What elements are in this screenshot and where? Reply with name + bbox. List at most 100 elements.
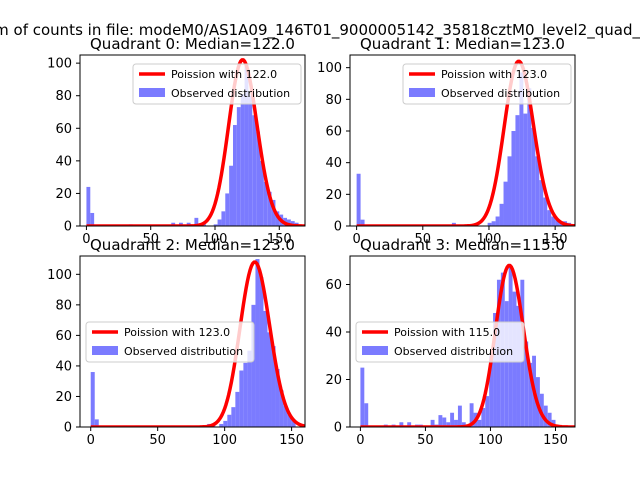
histogram-bar (555, 219, 560, 226)
legend-frame (402, 63, 572, 105)
histogram-bar (547, 210, 552, 226)
histogram-bar (481, 408, 486, 427)
legend-frame (85, 321, 255, 363)
legend-frame (355, 321, 525, 363)
histogram-bar (535, 156, 540, 226)
chart-panel-2: 0 50 100 150 0 20 40 60 80 100 Quadrant 2: Median=… (47, 236, 306, 448)
histogram-bar (255, 259, 260, 427)
x-tick-label: 50 (417, 433, 434, 448)
histogram-bar (236, 107, 241, 226)
x-tick-label: 50 (149, 433, 166, 448)
histogram-bar (477, 419, 482, 427)
histogram-bar (438, 415, 443, 427)
histogram-bar (516, 305, 521, 427)
x-tick-label: 100 (478, 433, 503, 448)
histogram-bar (450, 412, 455, 427)
axes-frame (349, 54, 576, 227)
histogram-bar (229, 165, 233, 226)
x-tick-label: 50 (415, 232, 432, 247)
histogram-bar (287, 219, 291, 226)
histogram-bar (515, 115, 520, 226)
histogram-bar (243, 362, 248, 427)
y-tick-label: 0 (334, 220, 342, 235)
histogram-bar (499, 203, 504, 226)
histogram-bar (543, 405, 548, 427)
histogram-bar (256, 131, 260, 226)
histogram-bar (551, 216, 556, 226)
y-tick-label: 60 (325, 278, 342, 293)
histogram-bar (364, 403, 369, 427)
y-tick-label: 40 (55, 359, 72, 374)
y-tick-label: 80 (55, 89, 72, 104)
histogram-bar (231, 407, 236, 427)
histogram-bar (259, 277, 264, 427)
histogram-bar (263, 310, 268, 427)
histogram-bar (485, 396, 490, 427)
legend-bar-swatch (409, 88, 435, 97)
histogram-bar (267, 332, 272, 427)
legend: Poission with 123.0 Observed distribution (85, 321, 255, 363)
chart-title: Quadrant 0: Median=122.0 (90, 35, 295, 53)
y-tick-label: 0 (64, 220, 72, 235)
histogram-bar (547, 412, 552, 427)
y-tick-label: 100 (47, 57, 72, 72)
y-tick-label: 20 (325, 373, 342, 388)
histogram-bar (263, 182, 268, 226)
histogram-bar (527, 88, 532, 226)
histogram-bar (240, 94, 245, 226)
histogram-bar (86, 186, 91, 226)
histogram-bar (446, 422, 451, 427)
histogram-bar (248, 95, 253, 226)
histogram-bar (94, 419, 99, 427)
legend-entry-bars: Observed distribution (171, 87, 290, 100)
histogram-bar (360, 219, 365, 226)
histogram-bar (487, 222, 492, 226)
x-tick-label: 0 (352, 232, 360, 247)
y-tick-label: 20 (55, 390, 72, 405)
histogram-bar (495, 216, 500, 226)
histogram-bar (503, 181, 508, 226)
histogram-bar (489, 355, 494, 427)
y-tick-label: 40 (325, 156, 342, 171)
legend-bar-swatch (362, 346, 388, 355)
x-tick-label: 150 (543, 232, 568, 247)
histogram-bar (213, 224, 218, 226)
y-tick-label: 60 (55, 329, 72, 344)
histogram-bar (528, 362, 533, 427)
histogram-bar (233, 125, 237, 226)
histogram-bar (90, 212, 95, 226)
legend: Poission with 115.0 Observed distribution (355, 321, 525, 363)
x-tick-label: 0 (87, 433, 95, 448)
x-tick-label: 100 (203, 232, 228, 247)
histogram-bar (275, 368, 280, 427)
y-tick-label: 100 (317, 61, 342, 76)
histogram-bar (283, 405, 288, 427)
histogram-bar (271, 346, 276, 427)
histogram-bar (267, 191, 272, 226)
histogram-bar (287, 414, 292, 427)
histogram-bar (194, 217, 199, 226)
histogram-bar (461, 422, 466, 427)
histogram-bar (239, 370, 244, 427)
histogram-bar (247, 350, 252, 427)
histogram-bar (356, 173, 361, 226)
histogram-bar (291, 419, 296, 427)
histogram-bar (290, 221, 295, 226)
axes-frame (79, 255, 306, 428)
histogram-bar (519, 72, 524, 226)
legend-entry-curve: Poission with 115.0 (394, 326, 500, 339)
legend-entry-curve: Poission with 123.0 (124, 326, 230, 339)
legend: Poission with 123.0 Observed distribution (402, 63, 572, 105)
x-tick-label: 100 (212, 433, 237, 448)
histogram-bar (523, 113, 528, 226)
histogram-bar (360, 367, 365, 427)
histogram-bar (244, 64, 249, 226)
legend-bar-swatch (139, 88, 165, 97)
chart-title: Quadrant 1: Median=123.0 (360, 35, 565, 53)
axes-frame (349, 255, 576, 428)
plot-area-1 (356, 59, 575, 226)
legend-entry-bars: Observed distribution (124, 345, 243, 358)
histogram-bar (202, 224, 206, 226)
x-tick-label: 0 (356, 433, 364, 448)
x-tick-label: 50 (142, 232, 159, 247)
